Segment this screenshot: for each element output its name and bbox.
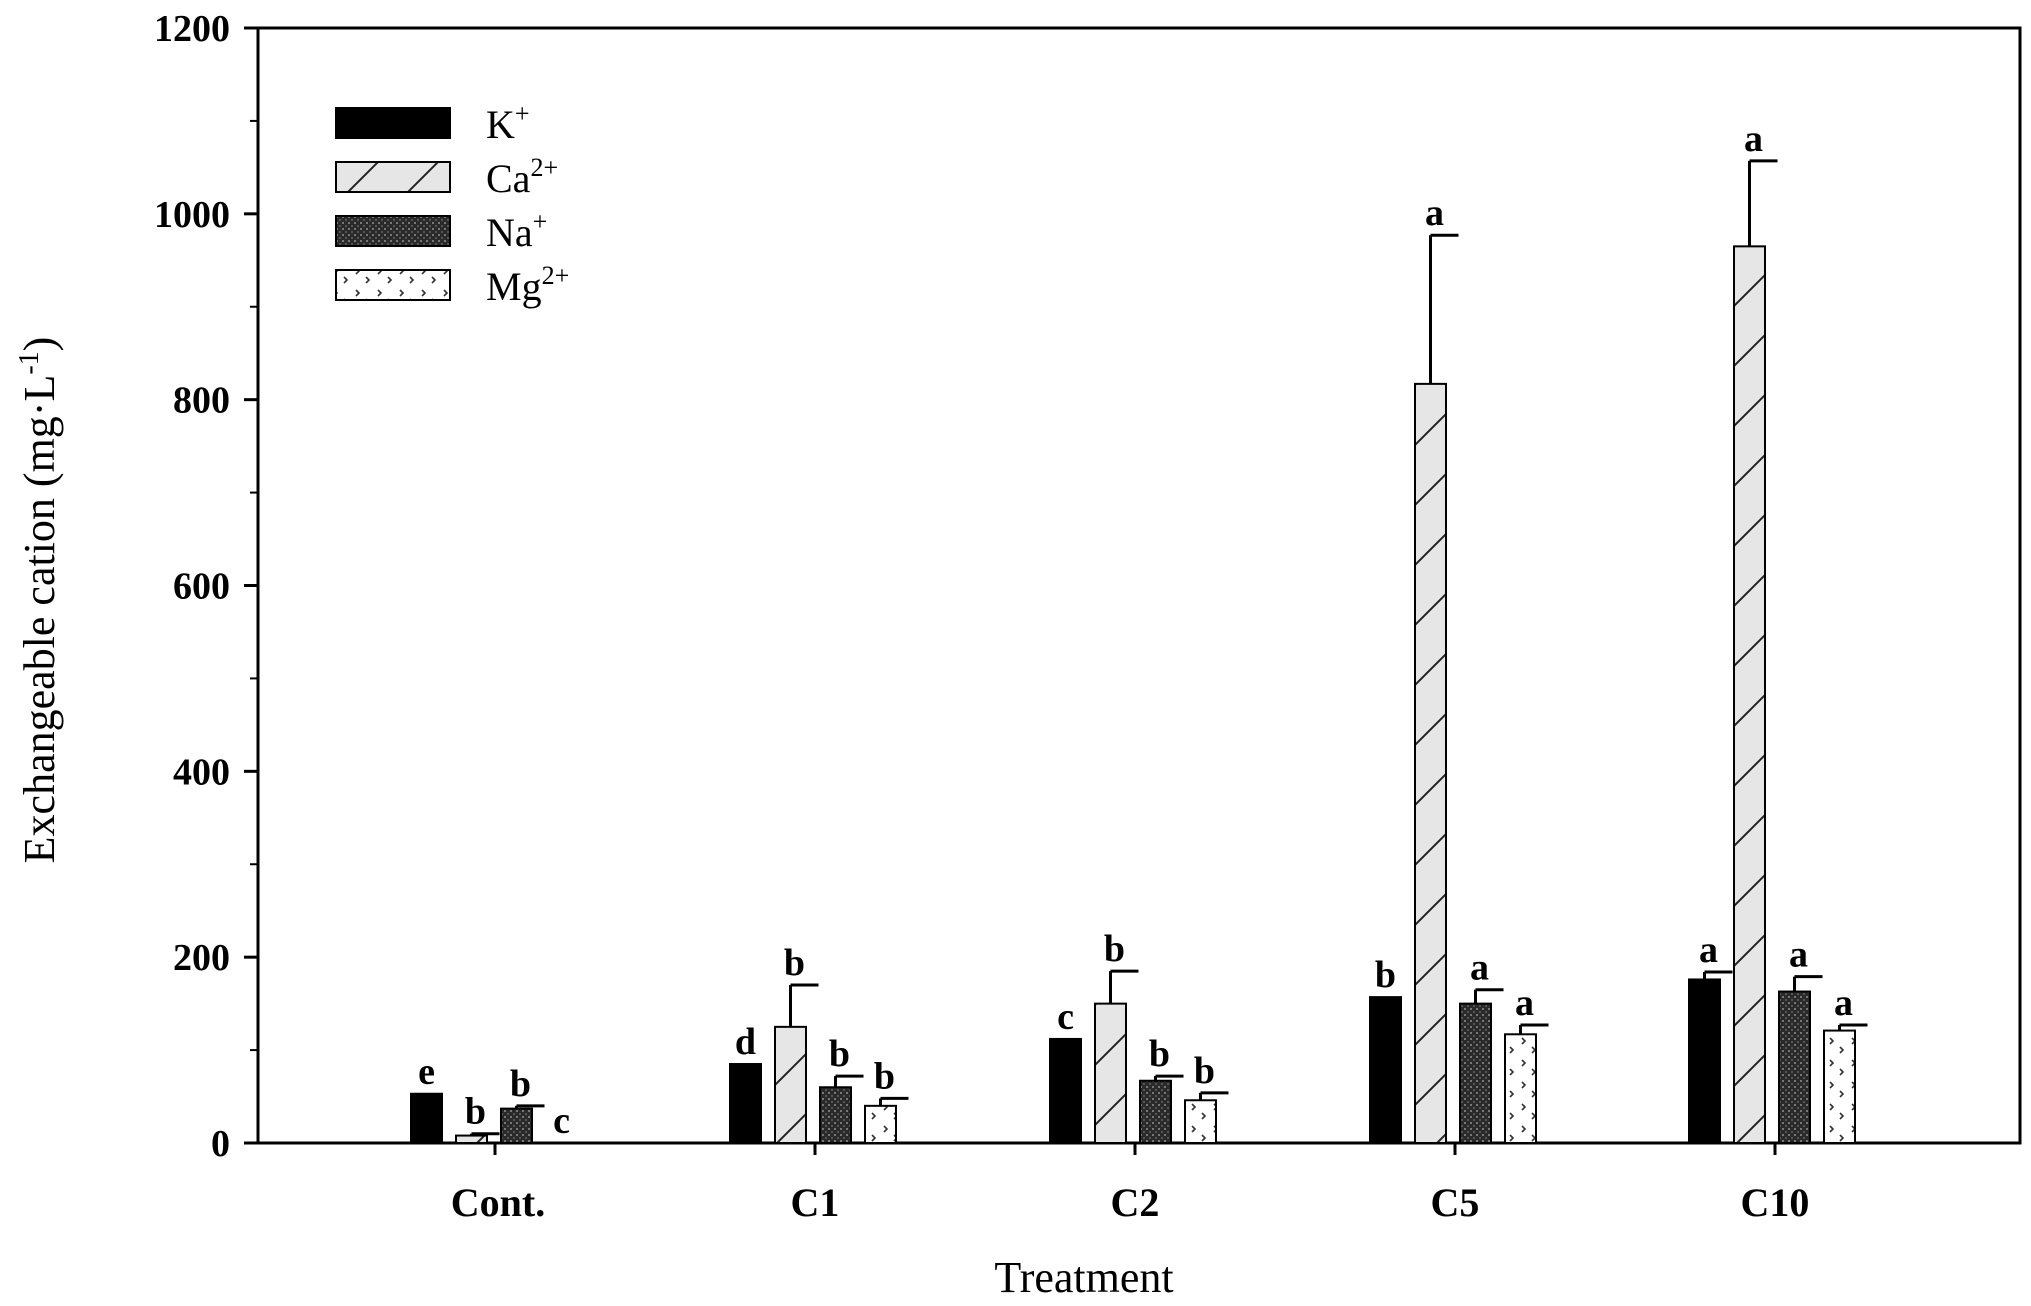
bar-ca-cont	[455, 1134, 488, 1144]
y-tick-label: 1000	[154, 194, 230, 236]
legend-ion-charge: +	[533, 207, 548, 236]
significance-label-k-c5: b	[1375, 954, 1396, 996]
significance-label-mg-c2: b	[1194, 1050, 1215, 1092]
bar-ca-c5	[1414, 382, 1447, 1144]
legend-ion-charge: 2+	[542, 261, 570, 290]
y-tick-label: 200	[173, 937, 230, 979]
legend-swatch-k	[335, 107, 451, 139]
significance-label-k-cont: e	[418, 1051, 435, 1093]
y-axis-title-tail: )	[15, 337, 64, 352]
bar-mg-c5	[1504, 1033, 1537, 1144]
legend: K+Ca2+Na+Mg2+	[335, 99, 569, 309]
bar-k-c1	[729, 1063, 762, 1145]
legend-label-mg: Mg2+	[486, 261, 569, 309]
bar-k-c10	[1688, 978, 1721, 1145]
y-tick-label: 0	[211, 1123, 230, 1165]
bar-ca-c2	[1094, 1002, 1127, 1144]
x-axis: Cont. C1 C2 C5 C10	[451, 1143, 1810, 1225]
legend-label-ca: Ca2+	[486, 153, 558, 201]
bar-k-c2	[1049, 1037, 1082, 1145]
bar-mg-c2	[1184, 1099, 1217, 1144]
legend-ion-charge: 2+	[530, 153, 558, 182]
bar-na-c10	[1778, 990, 1811, 1144]
legend-swatch-mg	[335, 269, 451, 301]
y-tick-label: 600	[173, 566, 230, 608]
bar-mg-c10	[1823, 1029, 1856, 1144]
legend-ion-name: K	[486, 102, 515, 147]
y-axis-title: Exchangeable cation (mg·L-1)	[14, 337, 64, 864]
legend-label-na: Na+	[486, 207, 547, 255]
y-axis-title-sup: -1	[14, 351, 45, 374]
legend-ion-name: Mg	[486, 264, 542, 309]
y-axis: 0 200 400 600 800 1000 1200	[154, 8, 258, 1165]
significance-label-na-c10: a	[1789, 934, 1808, 976]
x-tick-label-cont: Cont.	[451, 1180, 545, 1225]
x-axis-title: Treatment	[994, 1253, 1173, 1302]
bar-na-cont	[500, 1107, 533, 1145]
bar-na-c1	[819, 1086, 852, 1144]
significance-label-mg-cont: c	[553, 1100, 570, 1142]
y-axis-title-main: Exchangeable cation (mg·L	[15, 375, 64, 864]
significance-label-ca-c5: a	[1425, 192, 1444, 234]
bar-mg-c1	[864, 1104, 897, 1145]
x-tick-label-c2: C2	[1111, 1180, 1160, 1225]
legend-ion-name: Na	[486, 210, 533, 255]
significance-label-ca-c1: b	[784, 942, 805, 984]
bar-na-c2	[1139, 1079, 1172, 1145]
significance-label-ca-cont: b	[465, 1091, 486, 1133]
y-tick-label: 1200	[154, 8, 230, 50]
legend-swatch-na	[335, 215, 451, 247]
bar-k-cont	[410, 1092, 443, 1144]
significance-label-na-c5: a	[1470, 947, 1489, 989]
bar-ca-c10	[1733, 245, 1766, 1144]
bar-na-c5	[1459, 1002, 1492, 1144]
y-tick-label: 400	[173, 751, 230, 793]
significance-label-mg-c10: a	[1834, 982, 1853, 1024]
x-tick-label-c5: C5	[1431, 1180, 1480, 1225]
legend-label-k: K+	[486, 99, 530, 147]
legend-swatch-ca	[335, 161, 451, 193]
significance-label-na-c2: b	[1149, 1033, 1170, 1075]
y-tick-label: 800	[173, 380, 230, 422]
bar-ca-c1	[774, 1025, 807, 1144]
bar-k-c5	[1369, 996, 1402, 1145]
significance-label-k-c10: a	[1699, 929, 1718, 971]
significance-label-na-c1: b	[829, 1033, 850, 1075]
legend-ion-charge: +	[515, 99, 530, 128]
x-tick-label-c1: C1	[791, 1180, 840, 1225]
significance-label-na-cont: b	[510, 1063, 531, 1105]
significance-label-ca-c2: b	[1104, 928, 1125, 970]
significance-label-k-c1: d	[735, 1021, 756, 1063]
x-tick-label-c10: C10	[1741, 1180, 1810, 1225]
significance-label-mg-c1: b	[874, 1055, 895, 1097]
significance-label-k-c2: c	[1057, 996, 1074, 1038]
significance-label-ca-c10: a	[1744, 118, 1763, 160]
legend-ion-name: Ca	[486, 156, 531, 201]
significance-label-mg-c5: a	[1515, 982, 1534, 1024]
